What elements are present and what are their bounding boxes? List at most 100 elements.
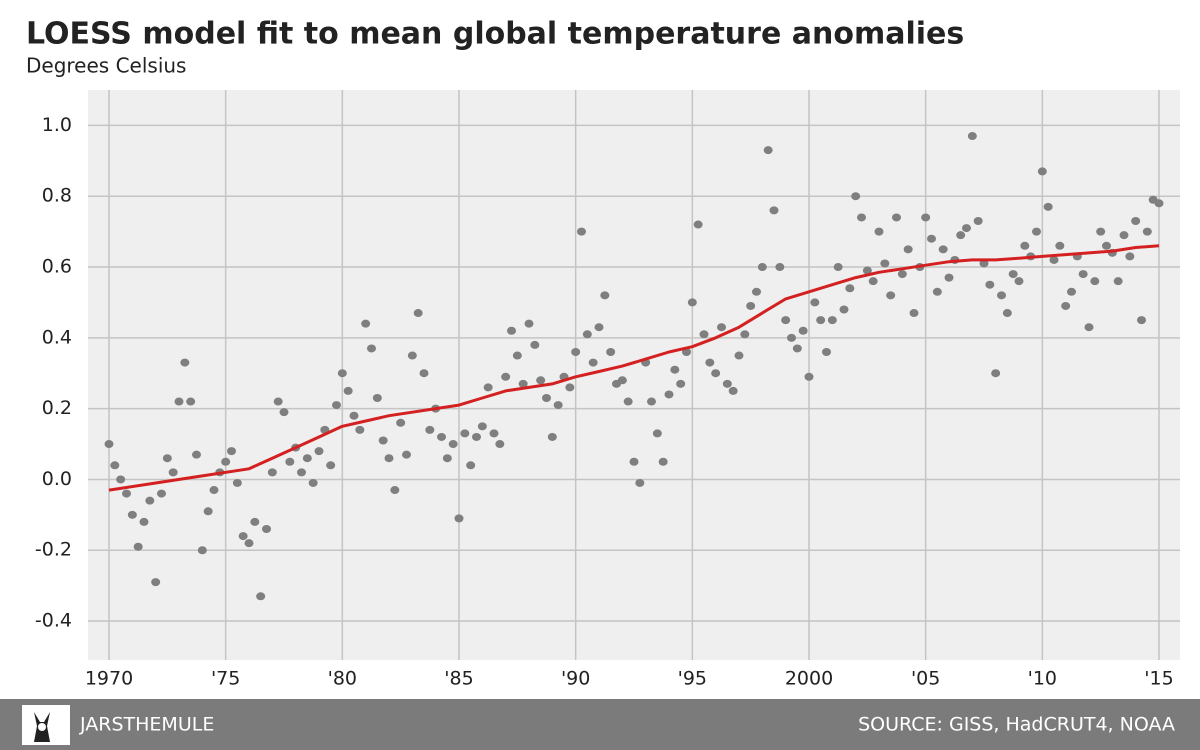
data-point <box>250 517 260 526</box>
data-point <box>302 454 312 463</box>
data-point <box>752 287 761 296</box>
chart-title: LOESS model fit to mean global temperatu… <box>26 17 964 52</box>
data-point <box>757 263 767 272</box>
data-point <box>232 478 242 487</box>
data-point <box>168 468 178 477</box>
data-point <box>378 436 388 445</box>
data-point <box>425 425 435 434</box>
data-point <box>985 280 995 289</box>
data-point <box>326 461 336 470</box>
data-point <box>880 259 890 268</box>
data-point <box>390 486 400 495</box>
x-tick-label: 1970 <box>85 668 133 690</box>
data-point <box>116 475 126 484</box>
data-point <box>1113 277 1123 286</box>
x-tick-label: '05 <box>911 668 940 690</box>
data-point <box>162 454 172 463</box>
data-point <box>227 447 236 456</box>
data-point <box>658 457 668 466</box>
data-point <box>349 411 359 420</box>
data-point <box>647 397 656 406</box>
data-point <box>203 507 213 516</box>
logo <box>22 705 70 745</box>
y-tick-label: 1.0 <box>42 114 72 136</box>
data-point <box>868 277 878 286</box>
data-point <box>110 461 120 470</box>
data-point <box>711 369 721 378</box>
y-tick-label: -0.2 <box>35 539 72 561</box>
loess-line <box>108 244 1160 492</box>
data-point <box>571 347 581 356</box>
credit: JARSTHEMULE <box>79 714 214 736</box>
data-point <box>792 344 802 353</box>
data-point <box>133 542 143 551</box>
data-point <box>617 376 627 385</box>
data-point <box>845 284 855 293</box>
data-point <box>862 266 872 275</box>
data-point <box>1032 227 1041 236</box>
data-point <box>670 365 680 374</box>
data-point <box>997 291 1006 300</box>
y-tick-label: 0.6 <box>42 256 72 278</box>
data-point <box>909 309 919 318</box>
data-point <box>314 447 324 456</box>
data-point <box>1131 216 1141 225</box>
data-point <box>524 319 534 328</box>
data-point <box>489 429 499 438</box>
data-point <box>332 401 341 410</box>
data-point <box>1125 252 1135 261</box>
data-point <box>507 326 516 335</box>
data-point <box>734 351 744 360</box>
data-point <box>343 386 353 395</box>
x-tick-label: '95 <box>678 668 707 690</box>
data-point <box>180 358 190 367</box>
data-point <box>728 386 738 395</box>
data-point <box>501 372 511 381</box>
data-point <box>372 394 382 403</box>
data-point <box>495 440 505 449</box>
data-point <box>921 213 931 222</box>
data-point <box>192 450 201 459</box>
plot-panel <box>88 90 1180 660</box>
data-point <box>886 291 896 300</box>
data-point <box>746 301 756 310</box>
data-point <box>448 440 458 449</box>
data-point <box>635 478 645 487</box>
data-point <box>775 263 785 272</box>
data-point <box>1014 277 1024 286</box>
data-point <box>553 401 563 410</box>
x-tick-label: '10 <box>1028 668 1057 690</box>
data-point <box>279 408 289 417</box>
data-point <box>822 347 831 356</box>
data-point <box>267 468 277 477</box>
data-point <box>577 227 586 236</box>
data-point <box>384 454 394 463</box>
data-point <box>460 429 470 438</box>
data-point <box>442 454 452 463</box>
data-point <box>256 592 266 601</box>
x-tick-label: '90 <box>561 668 590 690</box>
data-point <box>127 510 137 519</box>
data-point <box>151 578 161 587</box>
x-tick-label: 2000 <box>785 668 833 690</box>
data-point <box>827 316 837 325</box>
data-point <box>1008 270 1018 279</box>
data-point <box>122 489 131 498</box>
data-point <box>139 517 149 526</box>
data-point <box>1067 287 1076 296</box>
y-tick-label: 0.0 <box>42 468 72 490</box>
data-point <box>512 351 522 360</box>
data-point <box>816 316 826 325</box>
data-point <box>944 273 954 282</box>
data-point <box>209 486 219 495</box>
x-tick-label: '85 <box>444 668 473 690</box>
data-point <box>466 461 476 470</box>
data-point <box>938 245 948 254</box>
data-point <box>437 432 446 441</box>
data-point <box>1084 323 1094 332</box>
data-point <box>413 309 423 318</box>
data-point <box>629 457 639 466</box>
data-point <box>542 394 551 403</box>
data-point <box>594 323 604 332</box>
